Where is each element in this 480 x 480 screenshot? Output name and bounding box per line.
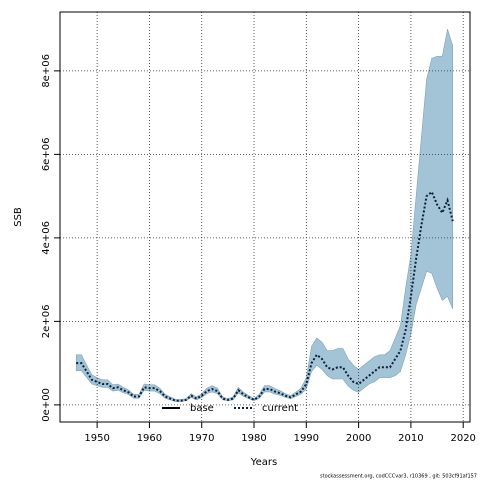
y-tick-label: 4e+06 bbox=[41, 221, 52, 255]
y-axis-label: SSB bbox=[13, 207, 24, 227]
plot-frame bbox=[59, 11, 471, 423]
y-tick-label: 8e+06 bbox=[41, 54, 52, 88]
x-tick-label: 2000 bbox=[346, 433, 371, 444]
x-tick-label: 2020 bbox=[450, 433, 475, 444]
x-tick-label: 1960 bbox=[137, 433, 162, 444]
x-tick-label: 1980 bbox=[241, 433, 266, 444]
y-tick-label: 2e+06 bbox=[41, 305, 52, 339]
x-tick-label: 1970 bbox=[189, 433, 214, 444]
y-tick-label: 0e+00 bbox=[41, 388, 52, 422]
x-tick-label: 2010 bbox=[398, 433, 423, 444]
x-tick-label: 1990 bbox=[294, 433, 319, 444]
x-axis-label: Years bbox=[250, 457, 277, 468]
confidence-band bbox=[75, 29, 454, 402]
y-tick-label: 6e+06 bbox=[41, 138, 52, 172]
legend-label: current bbox=[262, 403, 298, 414]
series-line bbox=[76, 190, 454, 402]
x-tick-label: 1950 bbox=[84, 433, 109, 444]
footnote: stockassessment.org, codCCCvar3, r10369 … bbox=[320, 474, 477, 480]
legend-label: base bbox=[190, 403, 214, 414]
